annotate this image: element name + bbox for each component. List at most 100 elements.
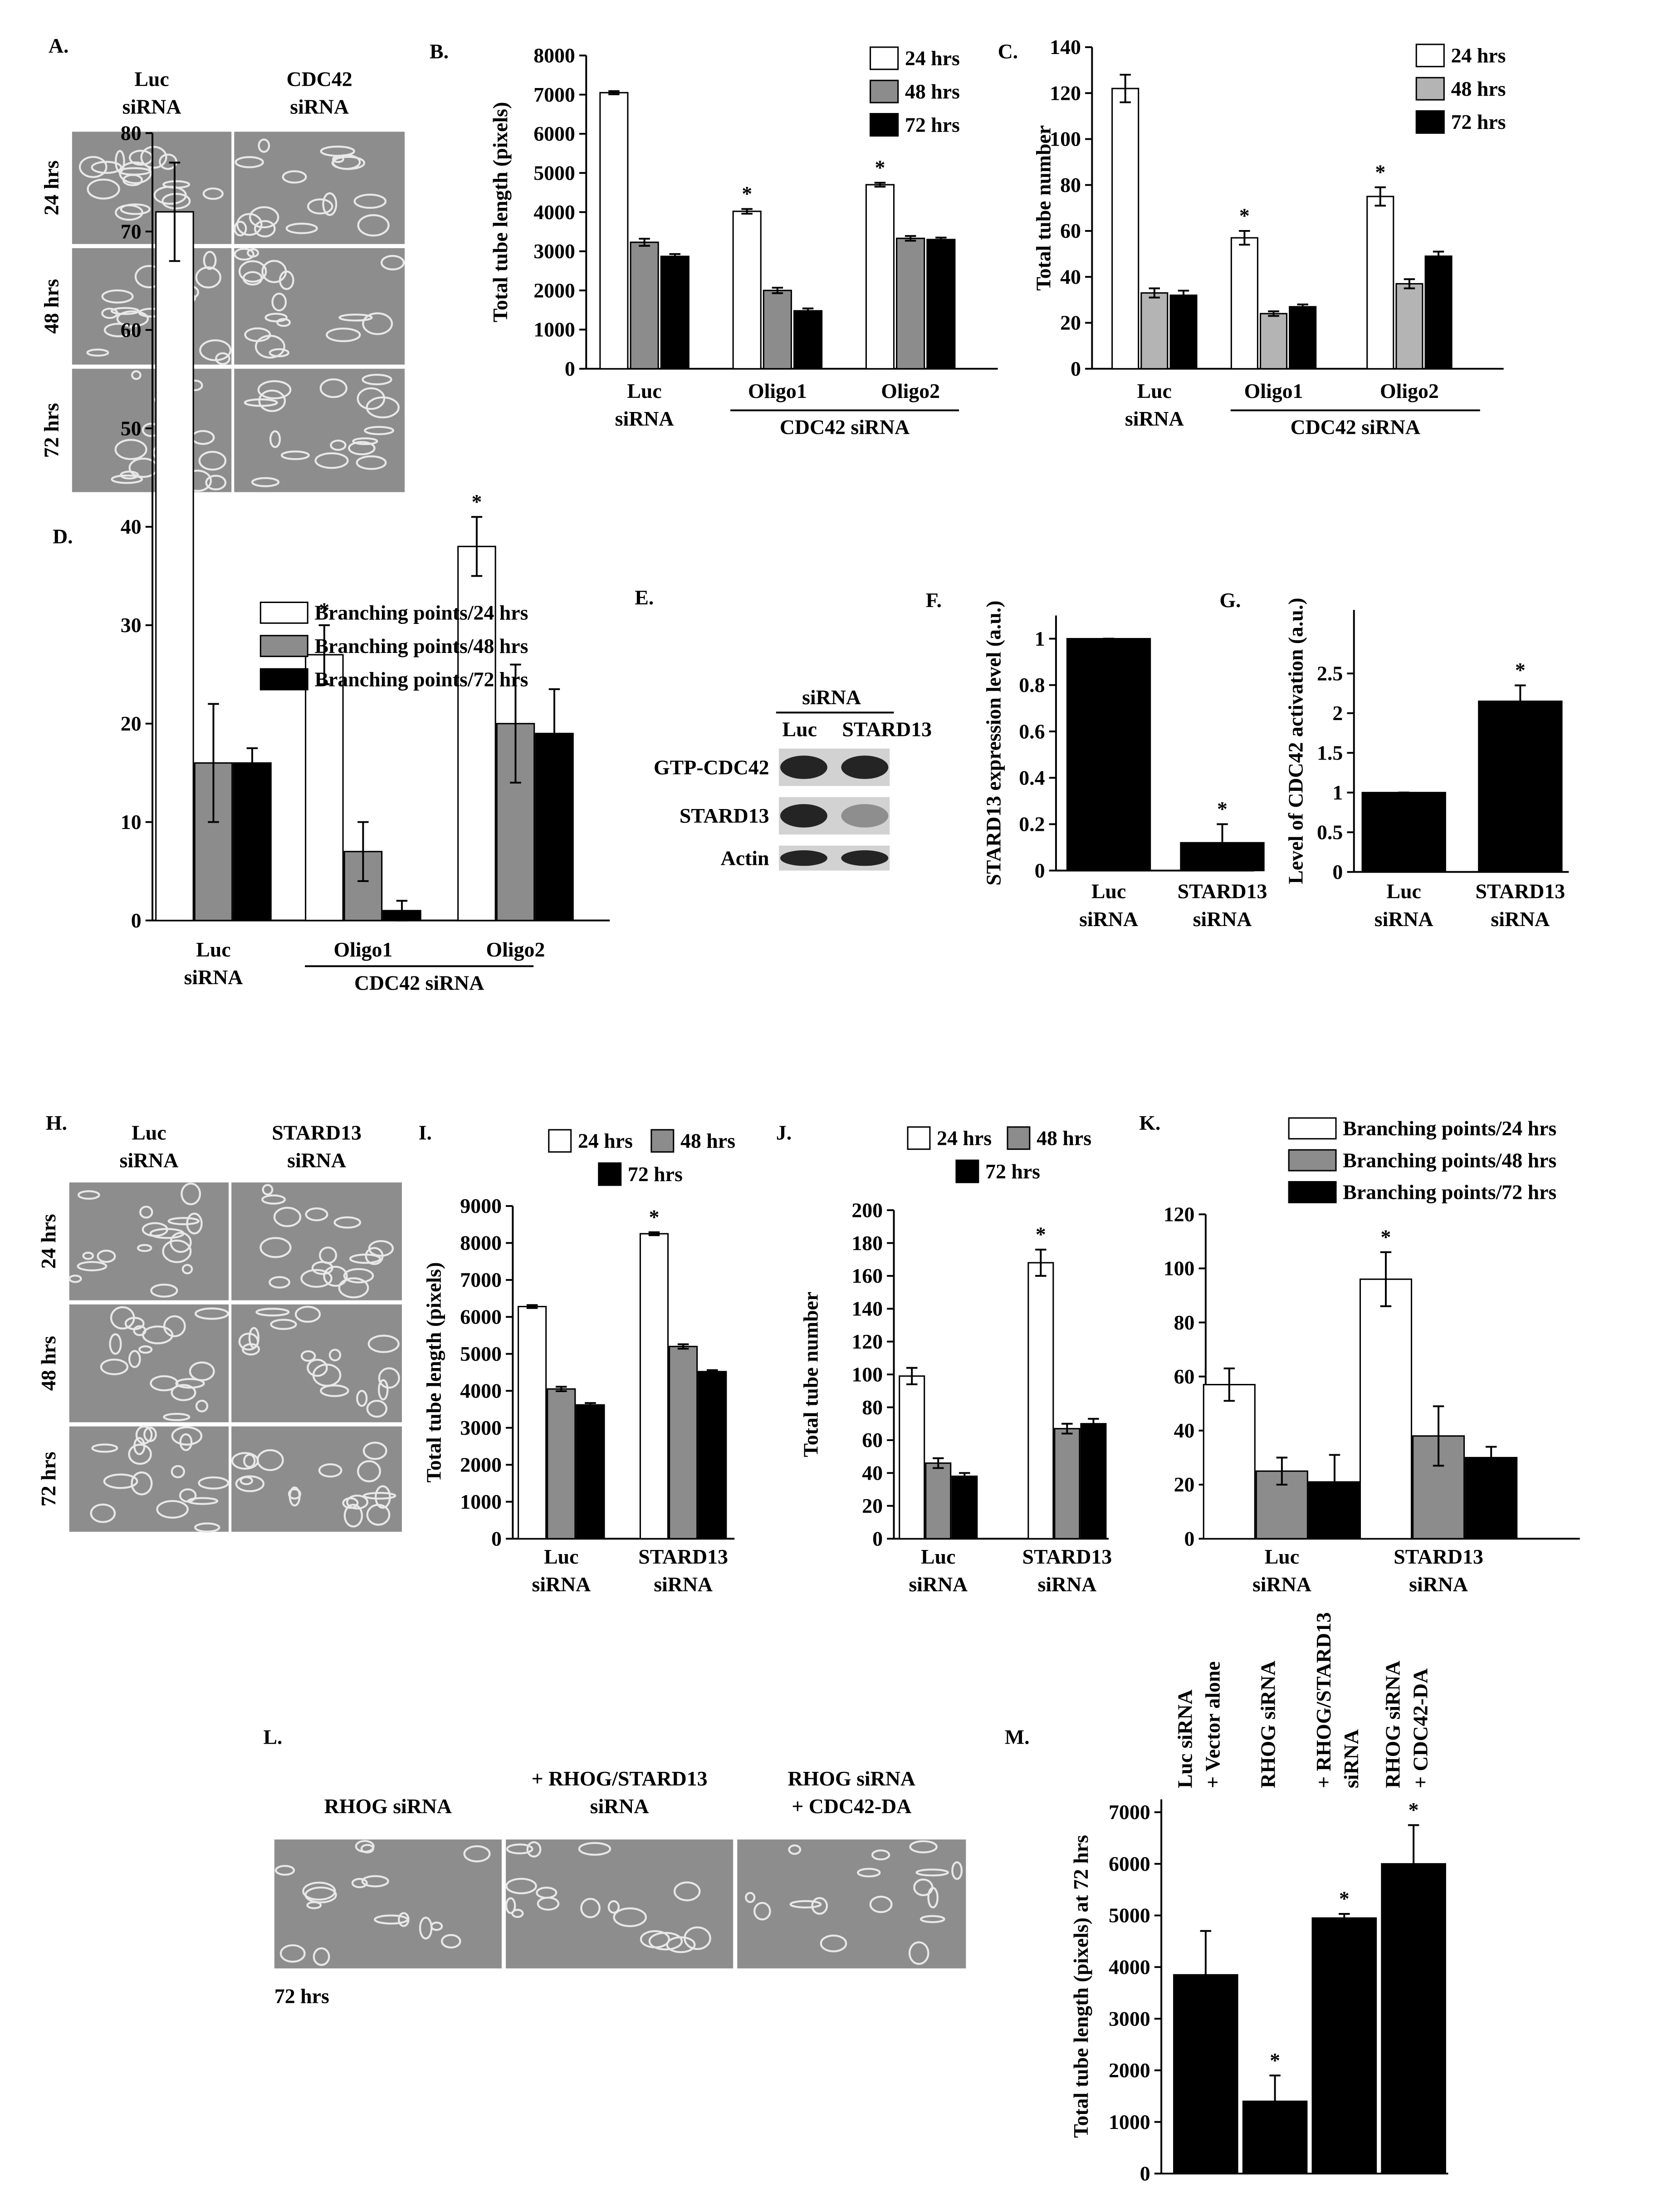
y-tick-label: 1000 bbox=[533, 318, 575, 341]
x-category-label: Luc siRNA bbox=[909, 1545, 968, 1596]
micrograph-texture bbox=[231, 1452, 259, 1470]
row-label: 72 hrs bbox=[39, 403, 63, 458]
text-line: + RHOG/STARD13 bbox=[532, 1767, 708, 1790]
micrograph-texture bbox=[254, 334, 285, 359]
text-line: siRNA bbox=[615, 407, 674, 430]
bar bbox=[865, 184, 895, 370]
bar bbox=[1080, 1423, 1107, 1540]
y-tick-label: 0 bbox=[565, 357, 575, 380]
y-tick-label: 5000 bbox=[533, 161, 575, 184]
bar bbox=[1259, 313, 1288, 370]
micrograph-texture bbox=[135, 1425, 153, 1445]
micrograph bbox=[234, 132, 405, 244]
micrograph-texture bbox=[116, 310, 149, 327]
y-tick-label: 2000 bbox=[533, 279, 575, 302]
micrograph-texture bbox=[526, 1841, 542, 1858]
y-axis-label: Total tube number bbox=[1032, 125, 1055, 291]
x-category-label: STARD13 siRNA bbox=[638, 1545, 728, 1596]
panel-label: B. bbox=[430, 39, 449, 63]
micrograph-texture bbox=[111, 474, 143, 484]
micrograph-texture bbox=[398, 1912, 410, 1927]
y-tick-label: 80 bbox=[862, 1396, 883, 1419]
micrograph bbox=[69, 1182, 229, 1300]
micrograph-texture bbox=[366, 1400, 387, 1418]
text-line: siRNA bbox=[590, 1795, 649, 1818]
micrograph-texture bbox=[162, 1239, 192, 1263]
text-line: siRNA bbox=[1340, 1729, 1363, 1788]
micrograph-texture bbox=[150, 1375, 179, 1392]
micrograph-texture bbox=[131, 370, 142, 380]
legend-swatch bbox=[907, 1126, 931, 1150]
micrograph-texture bbox=[320, 1384, 349, 1397]
text-line: siRNA bbox=[1491, 907, 1550, 931]
bar bbox=[305, 654, 344, 922]
micrograph-texture bbox=[261, 1194, 286, 1205]
text-line: siRNA bbox=[1193, 907, 1252, 931]
micrograph-texture bbox=[103, 1473, 138, 1489]
micrograph-texture bbox=[380, 255, 405, 270]
column-label: STARD13 siRNA bbox=[272, 1121, 362, 1172]
legend-label: Branching points/48 hrs bbox=[1343, 1148, 1556, 1172]
x-category-label: Oligo1 bbox=[748, 379, 807, 402]
y-tick-label: 0 bbox=[1140, 2162, 1150, 2185]
text-line: Luc bbox=[134, 67, 169, 90]
micrograph-texture bbox=[648, 1932, 683, 1951]
x-category-label: Oligo1 bbox=[1244, 379, 1303, 402]
column-label: CDC42 siRNA bbox=[287, 67, 352, 118]
micrograph-texture bbox=[745, 1892, 756, 1903]
text-line: Luc bbox=[921, 1545, 955, 1568]
y-tick-label: 3000 bbox=[1109, 2007, 1150, 2030]
blot-header: siRNA bbox=[802, 686, 861, 709]
micrograph-texture bbox=[258, 138, 270, 153]
y-tick-label: 5000 bbox=[1109, 1904, 1150, 1927]
micrograph-texture bbox=[915, 1869, 949, 1877]
micrograph bbox=[506, 1839, 734, 1969]
legend-label: Branching points/24 hrs bbox=[1343, 1117, 1556, 1140]
micrograph-texture bbox=[181, 1182, 201, 1206]
micrograph-texture bbox=[198, 1476, 230, 1490]
micrograph-texture bbox=[140, 146, 167, 169]
micrograph-texture bbox=[684, 1926, 711, 1950]
micrograph-texture bbox=[314, 452, 349, 469]
x-category-label: STARD13 siRNA bbox=[1394, 1545, 1483, 1596]
text-line: + CDC42-DA bbox=[1409, 1668, 1432, 1788]
legend-label: 24 hrs bbox=[937, 1126, 992, 1149]
micrograph-texture bbox=[313, 1947, 330, 1966]
y-tick-label: 1.5 bbox=[1317, 741, 1343, 764]
micrograph-texture bbox=[215, 352, 230, 365]
micrograph-texture bbox=[163, 1413, 191, 1421]
micrograph-texture bbox=[103, 323, 133, 338]
micrograph-texture bbox=[175, 1378, 205, 1389]
micrograph bbox=[274, 1839, 502, 1969]
panel-label: G. bbox=[1219, 589, 1241, 612]
x-category-label: Oligo1 bbox=[334, 938, 393, 961]
y-tick-label: 0 bbox=[1332, 860, 1343, 883]
text-line: siRNA bbox=[532, 1573, 591, 1596]
micrograph-texture bbox=[91, 161, 122, 174]
text-line: siRNA bbox=[1409, 1573, 1468, 1596]
y-tick-label: 0 bbox=[1035, 859, 1045, 882]
micrograph-texture bbox=[352, 437, 378, 445]
micrograph-texture bbox=[202, 187, 224, 200]
y-tick-label: 0.2 bbox=[1019, 813, 1045, 836]
legend-label: 24 hrs bbox=[905, 47, 960, 70]
legend-label: 72 hrs bbox=[1451, 110, 1506, 133]
bar bbox=[925, 1462, 952, 1540]
legend-label: Branching points/72 hrs bbox=[1343, 1181, 1556, 1204]
micrograph-texture bbox=[338, 1277, 369, 1299]
micrograph-texture bbox=[362, 312, 393, 335]
text-line: siRNA bbox=[287, 1148, 346, 1172]
micrograph-texture bbox=[205, 475, 227, 490]
micrograph-texture bbox=[357, 214, 390, 237]
column-label: RHOG siRNA + CDC42-DA bbox=[788, 1767, 915, 1818]
micrograph-texture bbox=[871, 1849, 890, 1861]
micrograph-texture bbox=[234, 248, 254, 261]
y-tick-label: 60 bbox=[1060, 219, 1081, 242]
micrograph-texture bbox=[328, 1349, 342, 1362]
significance-star: * bbox=[875, 156, 885, 179]
micrograph-texture bbox=[195, 1399, 209, 1413]
bar bbox=[1359, 1278, 1413, 1540]
micrograph-texture bbox=[101, 289, 134, 304]
y-tick-label: 2.5 bbox=[1317, 662, 1343, 685]
text-line: Luc bbox=[627, 379, 661, 402]
